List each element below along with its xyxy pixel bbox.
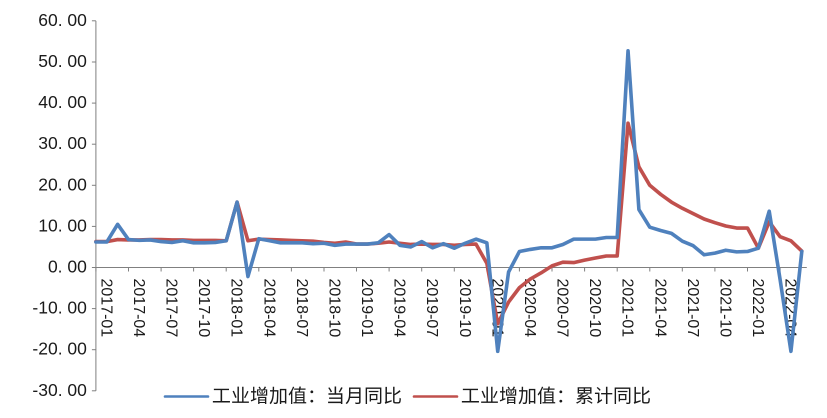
svg-text:40. 00: 40. 00 — [38, 92, 87, 112]
svg-text:-20. 00: -20. 00 — [32, 339, 87, 359]
svg-text:60. 00: 60. 00 — [38, 10, 87, 30]
svg-text:30. 00: 30. 00 — [38, 133, 87, 153]
svg-text:工业增加值：累计同比: 工业增加值：累计同比 — [461, 382, 651, 409]
svg-text:2017-04: 2017-04 — [130, 279, 147, 338]
svg-text:工业增加值：当月同比: 工业增加值：当月同比 — [212, 382, 402, 409]
svg-text:50. 00: 50. 00 — [38, 51, 87, 71]
svg-text:2018-01: 2018-01 — [228, 279, 245, 338]
svg-text:2019-10: 2019-10 — [456, 279, 473, 338]
svg-text:2021-07: 2021-07 — [684, 279, 701, 338]
svg-text:2020-10: 2020-10 — [586, 279, 603, 338]
svg-text:0. 00: 0. 00 — [48, 257, 87, 277]
svg-text:2022-01: 2022-01 — [749, 279, 766, 338]
svg-text:-10. 00: -10. 00 — [32, 298, 87, 318]
svg-text:2018-04: 2018-04 — [260, 279, 277, 338]
svg-text:2018-07: 2018-07 — [293, 279, 310, 338]
svg-text:2019-01: 2019-01 — [358, 279, 375, 338]
svg-text:2019-07: 2019-07 — [423, 279, 440, 338]
svg-text:10. 00: 10. 00 — [38, 215, 87, 235]
svg-text:20. 00: 20. 00 — [38, 174, 87, 194]
svg-text:2017-07: 2017-07 — [163, 279, 180, 338]
svg-text:-30. 00: -30. 00 — [32, 380, 87, 400]
svg-text:2020-07: 2020-07 — [554, 279, 571, 338]
svg-text:2017-01: 2017-01 — [97, 279, 114, 338]
svg-text:2021-04: 2021-04 — [651, 279, 668, 338]
svg-text:2020-04: 2020-04 — [521, 279, 538, 338]
svg-text:2019-04: 2019-04 — [391, 279, 408, 338]
svg-text:2017-10: 2017-10 — [195, 279, 212, 338]
svg-text:2018-10: 2018-10 — [326, 279, 343, 338]
svg-text:2021-10: 2021-10 — [716, 279, 733, 338]
svg-text:2021-01: 2021-01 — [619, 279, 636, 338]
